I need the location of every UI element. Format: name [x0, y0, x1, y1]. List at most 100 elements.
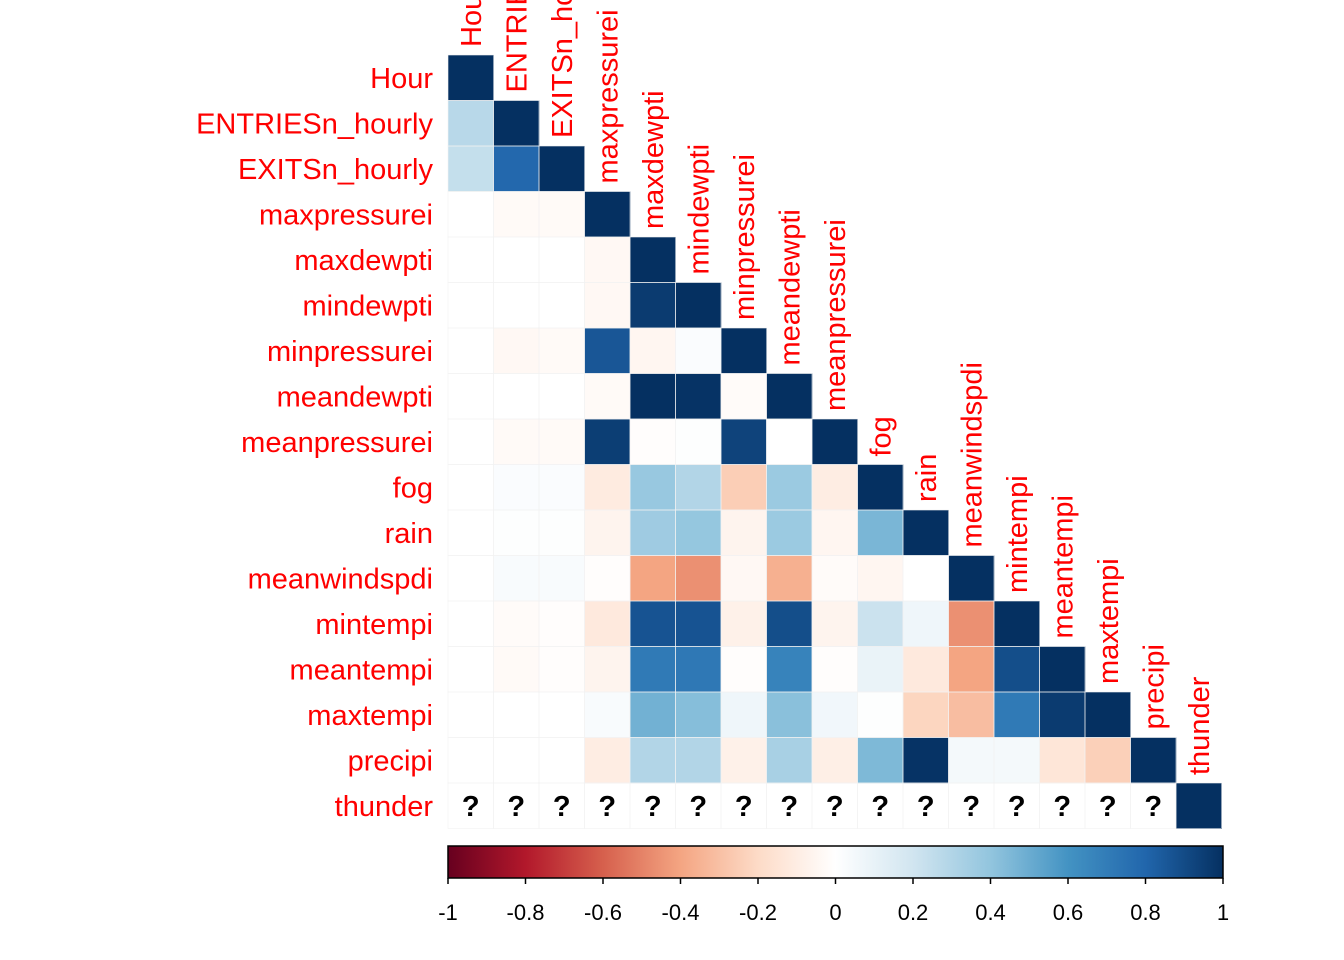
heatmap-cell	[539, 464, 585, 511]
heatmap-cell	[1039, 692, 1086, 738]
row-label: ENTRIESn_hourly	[196, 108, 433, 140]
column-label: meantempi	[1047, 495, 1079, 638]
heatmap-cell	[493, 100, 540, 147]
heatmap-cell	[448, 510, 494, 556]
heatmap-cell	[448, 146, 494, 192]
heatmap-cell	[903, 555, 949, 602]
colorbar-tick-label: 0.6	[1053, 900, 1084, 925]
heatmap-cell	[539, 282, 585, 329]
colorbar-tick-label: 0.2	[898, 900, 929, 925]
row-label: meandewpti	[277, 381, 433, 413]
heatmap-cell	[493, 146, 540, 192]
heatmap-cell	[766, 419, 813, 465]
heatmap-cell	[812, 737, 858, 784]
heatmap-cell	[584, 510, 631, 556]
missing-value-marker: ?	[462, 791, 480, 823]
heatmap-cell	[721, 510, 767, 556]
heatmap-cell	[539, 146, 585, 192]
colorbar-tick-label: 0.4	[975, 900, 1006, 925]
heatmap-cell	[721, 464, 767, 511]
heatmap-cell	[903, 646, 949, 693]
heatmap-cell	[448, 737, 494, 784]
heatmap-cell	[493, 692, 540, 738]
heatmap-cell	[630, 419, 676, 465]
missing-value-marker: ?	[644, 791, 662, 823]
heatmap-cell	[857, 646, 904, 693]
heatmap-cell	[812, 646, 858, 693]
row-label: rain	[385, 518, 433, 550]
colorbar-gradient	[447, 845, 1224, 879]
missing-value-marker: ?	[962, 791, 980, 823]
heatmap-cell	[675, 328, 722, 374]
heatmap-cell	[1085, 737, 1131, 784]
heatmap-cell	[994, 646, 1040, 693]
heatmap-cell	[493, 555, 540, 602]
heatmap-cell	[584, 191, 631, 238]
heatmap-cell	[539, 373, 585, 420]
heatmap-cell	[1039, 737, 1086, 784]
heatmap-cell	[630, 510, 676, 556]
heatmap-cell	[812, 510, 858, 556]
heatmap-cell	[903, 510, 949, 556]
heatmap-cell	[493, 328, 540, 374]
heatmap-cell	[584, 373, 631, 420]
heatmap-cell	[539, 555, 585, 602]
heatmap-cell	[948, 737, 995, 784]
heatmap-cell	[493, 237, 540, 283]
colorbar-tick-label: -0.2	[739, 900, 777, 925]
missing-value-marker: ?	[1008, 791, 1026, 823]
heatmap-cell	[539, 510, 585, 556]
heatmap-cell	[675, 601, 722, 647]
heatmap-cell	[630, 237, 676, 283]
column-label: precipi	[1138, 644, 1170, 729]
heatmap-cell	[448, 646, 494, 693]
heatmap-cell	[584, 646, 631, 693]
missing-value-marker: ?	[553, 791, 571, 823]
heatmap-cell	[539, 601, 585, 647]
column-label: thunder	[1184, 676, 1216, 775]
row-label: precipi	[348, 745, 433, 777]
missing-value-marker: ?	[507, 791, 525, 823]
heatmap-cell	[903, 692, 949, 738]
heatmap-cell	[721, 737, 767, 784]
heatmap-cell	[584, 464, 631, 511]
heatmap-cell	[448, 419, 494, 465]
heatmap-cell	[766, 692, 813, 738]
heatmap-cell	[448, 464, 494, 511]
heatmap-cell	[448, 191, 494, 238]
colorbar-tick-label: -0.6	[584, 900, 622, 925]
heatmap-cell	[630, 328, 676, 374]
heatmap-cell	[1039, 646, 1086, 693]
heatmap-cell	[584, 328, 631, 374]
missing-value-marker: ?	[871, 791, 889, 823]
heatmap-cell	[539, 692, 585, 738]
column-label: fog	[865, 416, 897, 456]
heatmap-cell	[448, 100, 494, 147]
heatmap-cell	[630, 373, 676, 420]
heatmap-cell	[448, 555, 494, 602]
heatmap-cell	[539, 737, 585, 784]
missing-value-marker: ?	[780, 791, 798, 823]
heatmap-cell	[448, 55, 494, 101]
heatmap-cell	[766, 373, 813, 420]
heatmap-cell	[948, 555, 995, 602]
heatmap-cell	[857, 601, 904, 647]
heatmap-cell	[675, 510, 722, 556]
row-label: Hour	[370, 63, 433, 95]
heatmap-cell	[994, 737, 1040, 784]
heatmap-cell	[493, 646, 540, 693]
heatmap-cell	[675, 555, 722, 602]
heatmap-cell	[584, 419, 631, 465]
heatmap-cell	[857, 555, 904, 602]
heatmap-cell	[675, 282, 722, 329]
heatmap-cell	[903, 601, 949, 647]
missing-value-marker: ?	[826, 791, 844, 823]
heatmap-cell	[675, 464, 722, 511]
column-label: meandewpti	[774, 209, 806, 365]
column-label: meanpressurei	[820, 219, 852, 411]
heatmap-cell	[721, 419, 767, 465]
colorbar: -1 -0.8 -0.6 -0.4 -0.2 0 0.2 0.4 0.6 0.8 1	[438, 845, 1229, 925]
heatmap-cell	[448, 601, 494, 647]
heatmap-cell	[493, 601, 540, 647]
